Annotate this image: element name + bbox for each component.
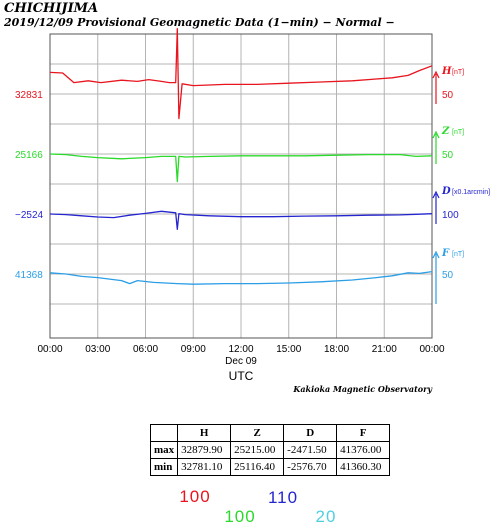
x-tick-label: 21:00	[372, 344, 397, 355]
x-tick-label: 03:00	[85, 344, 110, 355]
x-tick-label: 15:00	[276, 344, 301, 355]
max-min-table: H Z D F max 32879.90 25215.00 -2471.50 4…	[149, 424, 391, 476]
series-name-D: D	[441, 186, 451, 197]
plot-frame	[49, 33, 433, 339]
table-row-max: max 32879.90 25215.00 -2471.50 41376.00	[149, 441, 391, 459]
table-corner-cell	[149, 424, 179, 442]
series-line-H	[49, 27, 433, 120]
table-cell: 25116.40	[230, 458, 285, 476]
table-cell: 25215.00	[230, 441, 285, 459]
series-line-F	[49, 270, 433, 285]
series-name-Z: Z	[441, 126, 450, 137]
baseline-label-Z: 25166	[15, 150, 43, 161]
table-cell: 32781.10	[177, 458, 232, 476]
x-axis-title: UTC	[229, 369, 254, 383]
scale-arrow-F	[432, 250, 440, 259]
series-unit-F: [nT]	[452, 251, 464, 258]
table-header-row: H Z D F	[149, 424, 391, 442]
handwritten-scale: 110	[268, 488, 298, 507]
series-unit-Z: [nT]	[452, 129, 464, 136]
x-tick-label: 06:00	[133, 344, 158, 355]
table-cell: 32879.90	[177, 441, 232, 459]
table-cell: 41360.30	[336, 458, 391, 476]
x-tick-label: 00:00	[37, 344, 62, 355]
row-label: min	[149, 458, 179, 476]
scale-label-F: 50	[442, 270, 454, 281]
table-column-header: Z	[230, 424, 285, 442]
table-cell: -2576.70	[283, 458, 338, 476]
x-tick-label: 00:00	[419, 344, 444, 355]
handwritten-scale: 100	[224, 507, 255, 526]
scale-arrow-H	[432, 70, 440, 79]
baseline-label-H: 32831	[15, 90, 43, 101]
x-tick-label: 12:00	[228, 344, 253, 355]
scale-label-H: 50	[442, 90, 454, 101]
series-unit-D: [x0.1arcmin]	[452, 189, 490, 196]
baseline-label-F: 41368	[15, 270, 43, 281]
series-name-F: F	[441, 248, 450, 259]
series-lines	[49, 27, 433, 285]
chart-subtitle: 2019/12/09 Provisional Geomagnetic Data …	[3, 16, 395, 29]
scale-label-Z: 50	[442, 150, 454, 161]
handwritten-scale: 100	[179, 487, 210, 506]
series-unit-H: [nT]	[452, 69, 464, 76]
x-tick-label: 18:00	[324, 344, 349, 355]
scale-arrow-D	[432, 190, 440, 199]
x-date-label: Dec 09	[225, 356, 257, 367]
table-cell: -2471.50	[283, 441, 338, 459]
series-line-D	[49, 210, 433, 230]
baseline-label-D: −2524	[15, 210, 44, 221]
table-row-min: min 32781.10 25116.40 -2576.70 41360.30	[149, 458, 391, 476]
table-column-header: H	[177, 424, 232, 442]
x-tick-label: 09:00	[181, 344, 206, 355]
chart-grid	[49, 33, 433, 339]
series-name-H: H	[441, 66, 452, 77]
scale-arrow-Z	[432, 130, 440, 139]
station-title: CHICHIJIMA	[4, 1, 98, 16]
handwritten-scales: 100 100 110 20	[179, 487, 337, 526]
series-line-Z	[49, 153, 433, 183]
table-cell: 41376.00	[336, 441, 391, 459]
table-column-header: F	[336, 424, 391, 442]
axis-labels: 00:00 03:00 06:00 09:00 12:00 15:00 18:00 21:00…	[15, 66, 490, 355]
row-label: max	[149, 441, 179, 459]
observatory-credit: Kakioka Magnetic Observatory	[292, 384, 433, 394]
table-column-header: D	[283, 424, 338, 442]
scale-label-D: 100	[442, 210, 459, 221]
handwritten-scale: 20	[316, 507, 337, 526]
